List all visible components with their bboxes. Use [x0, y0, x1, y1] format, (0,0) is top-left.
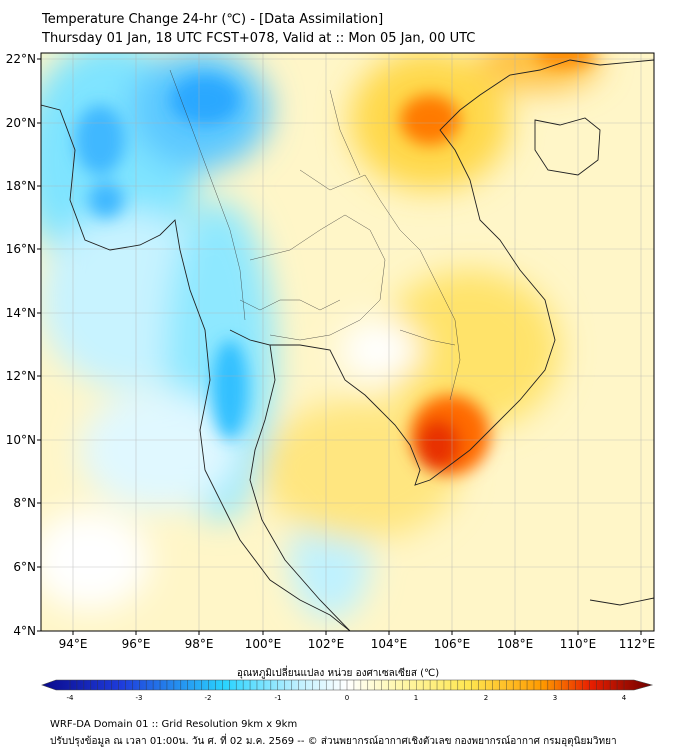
lat-tick-label: 16°N [6, 242, 36, 256]
lon-tick-label: 102°E [308, 637, 345, 651]
lon-tick-label: 106°E [434, 637, 471, 651]
lat-tick-label: 12°N [6, 369, 36, 383]
lon-tick-label: 112°E [619, 637, 656, 651]
lat-tick-label: 22°N [6, 52, 36, 66]
colorbar-label: อุณหภูมิเปลี่ยนแปลง หน่วย องศาเซลเซียส (… [236, 668, 440, 679]
footer-model-info: WRF-DA Domain 01 :: Grid Resolution 9km … [50, 719, 298, 730]
temperature-field [41, 53, 654, 631]
lat-tick-label: 8°N [13, 496, 36, 510]
colorbar-tick-label: 0 [345, 694, 349, 702]
lon-tick-label: 98°E [185, 637, 214, 651]
coastline [41, 59, 654, 631]
lat-tick-label: 4°N [13, 624, 36, 638]
footer-update-info: ปรับปรุงข้อมูล ณ เวลา 01:00น. วัน ศ. ที่… [50, 736, 617, 747]
chart-title: Temperature Change 24-hr (℃) - [Data Ass… [42, 12, 384, 27]
colorbar-tick-label: -2 [205, 694, 212, 702]
lat-tick-label: 18°N [6, 179, 36, 193]
colorbar-tick-label: -4 [67, 694, 75, 702]
colorbar-tick-label: 2 [484, 694, 488, 702]
colorbar: -4 -3 -2 -1 0 1 2 3 4 [41, 679, 654, 702]
colorbar-tick-label: -1 [275, 694, 282, 702]
chart-subtitle: Thursday 01 Jan, 18 UTC FCST+078, Valid … [42, 31, 476, 46]
lat-tick-label: 20°N [6, 116, 36, 130]
lat-tick-label: 14°N [6, 306, 36, 320]
colorbar-tick-label: 3 [553, 694, 557, 702]
colorbar-tick-label: 4 [622, 694, 627, 702]
lat-tick-label: 10°N [6, 433, 36, 447]
colorbar-tick-label: -3 [136, 694, 143, 702]
lon-tick-label: 100°E [245, 637, 282, 651]
lon-tick-label: 108°E [497, 637, 534, 651]
colorbar-tick-label: 1 [414, 694, 418, 702]
lon-tick-label: 110°E [560, 637, 597, 651]
lat-tick-label: 6°N [13, 560, 36, 574]
lon-tick-label: 104°E [371, 637, 408, 651]
lon-tick-label: 96°E [122, 637, 151, 651]
lon-tick-label: 94°E [59, 637, 88, 651]
